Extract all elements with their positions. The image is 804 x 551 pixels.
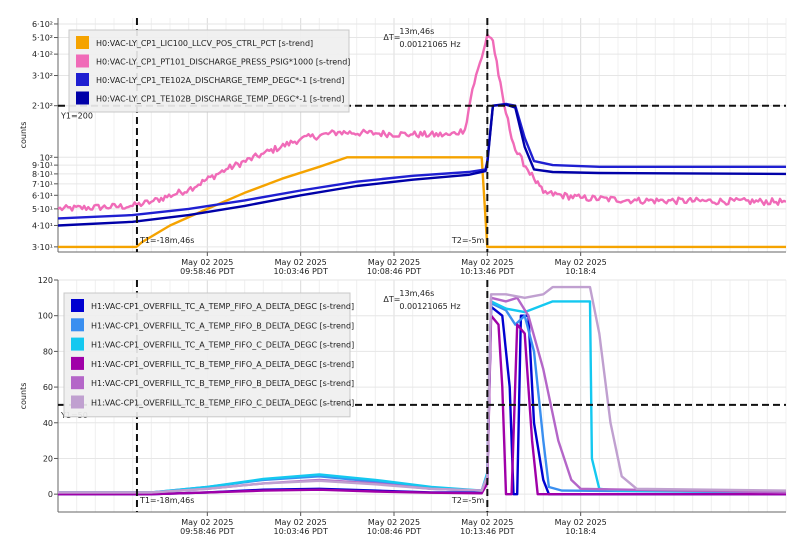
y-tick-label: 100 — [38, 312, 53, 321]
delta-time: 13m,46s — [399, 27, 434, 36]
y-tick-label: 4·10² — [32, 50, 53, 59]
series-line-6 — [58, 285, 786, 494]
y-tick-label: 60 — [43, 383, 53, 392]
x-tick-label: May 02 2025 — [275, 518, 327, 527]
legend-entry-4: H1:VAC-CP1_OVERFILL_TC_B_TEMP_FIFO_A_DEL… — [91, 360, 354, 369]
x-tick-label: 10:18:4 — [565, 267, 596, 276]
y-tick-label: 6·10² — [32, 20, 53, 29]
delta-label: ΔT= — [383, 33, 400, 42]
legend-entry-2: H1:VAC-CP1_OVERFILL_TC_A_TEMP_FIFO_B_DEL… — [91, 321, 354, 330]
legend-box — [68, 29, 350, 113]
x-tick-label: May 02 2025 — [368, 518, 420, 527]
x-tick-label: May 02 2025 — [555, 518, 607, 527]
cursor-y1-label: Y1=200 — [60, 112, 93, 121]
x-tick-label: 10:18:4 — [565, 527, 596, 536]
legend-box — [63, 292, 351, 418]
y-tick-label: 10² — [40, 153, 53, 162]
x-tick-label: 09:58:46 PDT — [180, 267, 234, 276]
legend-swatch-6[interactable] — [71, 395, 84, 409]
legend-swatch-2[interactable] — [76, 54, 89, 68]
y-tick-label: 8·10¹ — [32, 170, 53, 179]
y-axis-label: counts — [19, 122, 28, 149]
y-tick-label: 4·10¹ — [32, 221, 53, 230]
cursor-t1-label: T1=-18m,46s — [139, 236, 194, 245]
x-tick-label: 10:13:46 PDT — [460, 267, 514, 276]
x-tick-label: May 02 2025 — [368, 258, 420, 267]
y-axis-label: counts — [19, 383, 28, 410]
delta-frequency: 0.00121065 Hz — [399, 302, 460, 311]
x-tick-label: 10:08:46 PDT — [367, 267, 421, 276]
cursor-t1-label: T1=-18m,46s — [139, 496, 194, 505]
y-tick-label: 3·10² — [32, 72, 53, 81]
x-tick-label: 10:08:46 PDT — [367, 527, 421, 536]
legend-entry-2: H0:VAC-LY_CP1_PT101_DISCHARGE_PRESS_PSIG… — [96, 58, 350, 67]
delta-frequency: 0.00121065 Hz — [399, 40, 460, 49]
y-tick-label: 2·10² — [32, 102, 53, 111]
y-tick-label: 0 — [48, 490, 53, 499]
y-tick-label: 20 — [43, 454, 53, 463]
y-tick-label: 3·10¹ — [32, 243, 53, 252]
legend-entry-4: H0:VAC-LY_CP1_TE102B_DISCHARGE_TEMP_DEGC… — [96, 95, 344, 104]
x-tick-label: May 02 2025 — [461, 258, 513, 267]
series-line-2 — [58, 33, 786, 212]
x-tick-label: 10:13:46 PDT — [460, 527, 514, 536]
legend-swatch-1[interactable] — [71, 299, 84, 312]
legend-swatch-5[interactable] — [71, 376, 84, 390]
legend-swatch-2[interactable] — [71, 318, 84, 332]
legend-entry-5: H1:VAC-CP1_OVERFILL_TC_B_TEMP_FIFO_B_DEL… — [91, 379, 354, 388]
delta-time: 13m,46s — [399, 289, 434, 298]
cursor-t2-label: T2=-5m — [451, 496, 485, 505]
x-tick-label: May 02 2025 — [461, 518, 513, 527]
y-tick-label: 40 — [43, 419, 53, 428]
y-tick-label: 9·10¹ — [32, 161, 53, 170]
legend-swatch-1[interactable] — [76, 36, 89, 49]
legend-swatch-4[interactable] — [76, 91, 89, 105]
x-tick-label: 10:03:46 PDT — [273, 527, 327, 536]
legend-swatch-3[interactable] — [76, 73, 89, 86]
legend-entry-1: H0:VAC-LY_CP1_LIC100_LLCV_POS_CTRL_PCT [… — [96, 39, 313, 48]
legend-swatch-4[interactable] — [71, 356, 84, 370]
delta-label: ΔT= — [383, 295, 400, 304]
legend-entry-6: H1:VAC-CP1_OVERFILL_TC_B_TEMP_FIFO_C_DEL… — [91, 399, 354, 408]
x-tick-label: May 02 2025 — [181, 258, 233, 267]
legend-swatch-3[interactable] — [71, 337, 84, 351]
y-tick-label: 5·10² — [32, 34, 53, 43]
x-tick-label: 10:03:46 PDT — [273, 267, 327, 276]
x-tick-label: 09:58:46 PDT — [180, 527, 234, 536]
x-tick-label: May 02 2025 — [555, 258, 607, 267]
x-tick-label: May 02 2025 — [181, 518, 233, 527]
y-tick-label: 80 — [43, 347, 53, 356]
y-tick-label: 7·10¹ — [32, 180, 53, 189]
legend-entry-3: H1:VAC-CP1_OVERFILL_TC_A_TEMP_FIFO_C_DEL… — [91, 341, 354, 350]
cursor-t2-label: T2=-5m — [451, 236, 485, 245]
y-tick-label: 6·10¹ — [32, 191, 53, 200]
y-tick-label: 5·10¹ — [32, 205, 53, 214]
legend-entry-3: H0:VAC-LY_CP1_TE102A_DISCHARGE_TEMP_DEGC… — [96, 76, 344, 85]
series-line-1 — [58, 156, 786, 249]
y-tick-label: 120 — [38, 276, 53, 285]
legend-entry-1: H1:VAC-CP1_OVERFILL_TC_A_TEMP_FIFO_A_DEL… — [91, 302, 354, 311]
x-tick-label: May 02 2025 — [275, 258, 327, 267]
